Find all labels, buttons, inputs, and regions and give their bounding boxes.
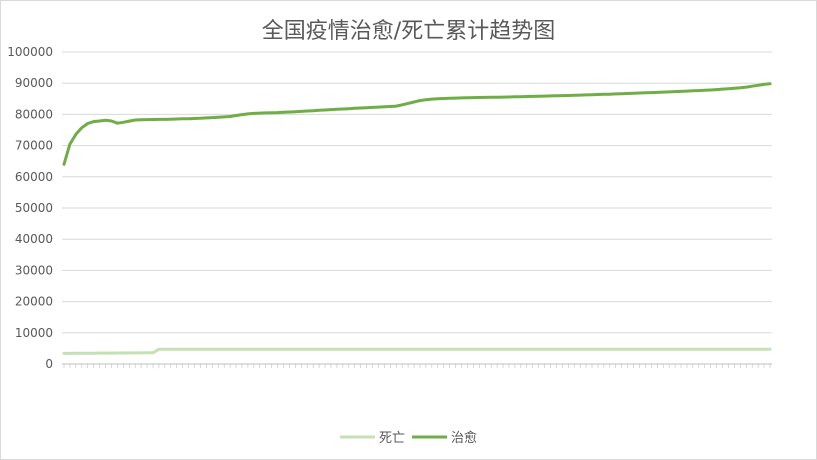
y-tick-label: 40000: [15, 232, 53, 246]
grid-layer: [62, 51, 772, 365]
y-tick-label: 30000: [15, 263, 53, 277]
y-tick-label: 50000: [15, 201, 53, 215]
x-axis: [63, 364, 771, 368]
y-tick-label: 60000: [15, 170, 53, 184]
y-tick-label: 70000: [15, 139, 53, 153]
y-tick-label: 100000: [7, 45, 53, 59]
series-line: [62, 347, 772, 355]
y-tick-label: 90000: [15, 76, 53, 90]
y-tick-label: 80000: [15, 107, 53, 121]
chart-title: 全国疫情治愈/死亡累计趋势图: [261, 19, 556, 44]
y-axis: 0 10000 20000 30000 40000 50000 60000 70000 8000…: [7, 45, 53, 371]
legend-label: 治愈: [451, 431, 477, 446]
y-tick-label: 20000: [15, 295, 53, 309]
y-tick-label: 10000: [15, 326, 53, 340]
legend: 死亡 治愈: [340, 431, 477, 446]
series-recovered: [62, 82, 772, 166]
y-tick-label: 0: [45, 357, 53, 371]
series-line: [62, 82, 772, 166]
series-deaths: [62, 347, 772, 355]
legend-label: 死亡: [379, 431, 405, 446]
series-layer: [62, 82, 772, 355]
